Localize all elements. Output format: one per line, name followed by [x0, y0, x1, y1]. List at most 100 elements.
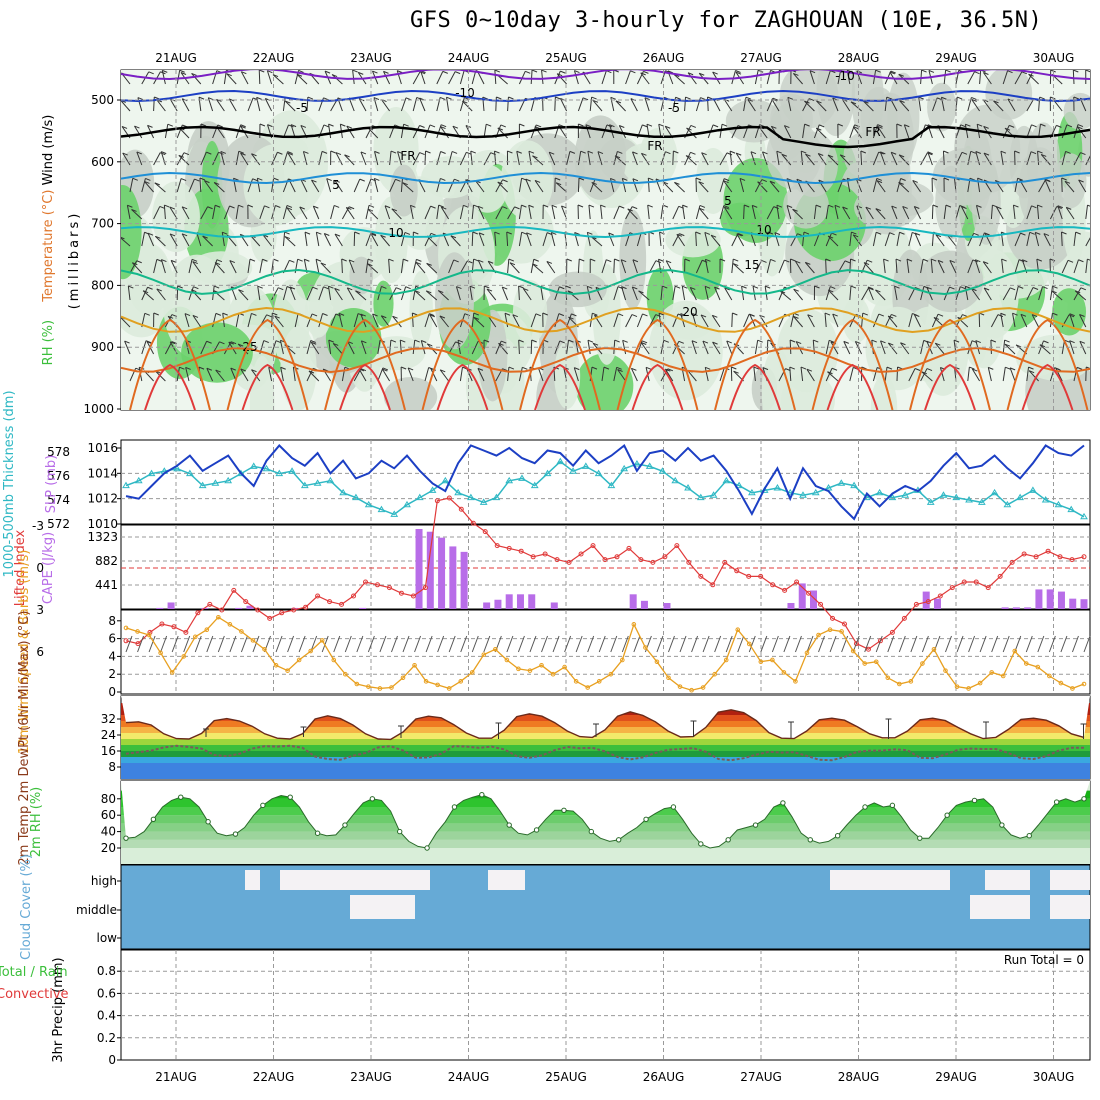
wind-barb-flag [587, 150, 594, 154]
wind-barb [920, 368, 928, 382]
chart-title: GFS 0~10day 3-hourly for ZAGHOUAN (10E, … [410, 8, 1043, 33]
thickness-point [377, 505, 386, 513]
wind-barb-flag [753, 366, 760, 370]
wind-barb [163, 205, 166, 220]
wind-barb [1002, 287, 1011, 301]
wind-barb [632, 151, 638, 166]
wind10-point [204, 627, 210, 633]
contour-label: FR [400, 149, 415, 163]
wind-barb-flag [970, 150, 976, 154]
wind-barb-flag [1064, 180, 1071, 184]
wind-barb [518, 178, 523, 193]
wind-barb [622, 340, 627, 355]
wind-barb [459, 205, 464, 220]
wind-barb [741, 286, 745, 301]
wind10-barb [794, 635, 802, 653]
wind-barb-flag [1013, 204, 1019, 208]
wind-barb-flag [370, 232, 377, 236]
wind-barb [367, 208, 379, 220]
wind-barb [898, 182, 910, 193]
rh-point [397, 828, 403, 835]
rh-point [314, 830, 321, 836]
wind-barb-flag [230, 367, 236, 371]
cape-bar [1001, 607, 1009, 609]
wind-barb [912, 180, 922, 193]
wind-barb [955, 205, 961, 220]
wind-barb-flag [508, 96, 514, 100]
wind-barb [279, 340, 284, 355]
wind-barb [327, 286, 332, 301]
wind-barb-flag [617, 313, 624, 317]
wind-barb [1051, 290, 1063, 301]
wind-barb [268, 367, 273, 382]
wind-barb-flag [1028, 366, 1034, 370]
wind-barb [685, 155, 697, 166]
wind-barb [1060, 231, 1063, 247]
wind-barb [271, 340, 277, 355]
cloud-high-block [860, 870, 950, 890]
wind-barb-flag [961, 206, 967, 209]
wind-barb-flag [945, 70, 951, 73]
wind-barb-flag [202, 235, 208, 239]
wind-barb-flag [943, 150, 949, 154]
wind-barb-flag [338, 312, 345, 316]
wind-barb-flag [280, 366, 286, 370]
wind-barb [1073, 259, 1079, 274]
wind10-point [527, 668, 533, 673]
wind-barb [949, 260, 957, 274]
cape-bar [1012, 607, 1020, 609]
wind-barb-flag [851, 231, 857, 235]
wind-barb-flag [324, 233, 330, 236]
temp-band [121, 751, 1090, 757]
wind10-point [873, 659, 879, 665]
wind-barb-flag [975, 340, 981, 343]
wind-barb-flag [307, 96, 314, 100]
lifted-point [818, 601, 824, 607]
wind-barb-flag [523, 287, 529, 291]
wind-barb-flag [397, 151, 403, 155]
wind-barb [839, 154, 851, 166]
wind-barb-flag [296, 73, 303, 77]
wind-barb [1012, 313, 1016, 328]
wind-barb [974, 259, 981, 274]
lifted-point [710, 582, 716, 588]
stability-series [123, 495, 1088, 652]
wind10-point [192, 634, 198, 640]
wind-barb [613, 367, 618, 382]
wind-barb-flag [514, 206, 520, 210]
wind-barb-flag [278, 287, 284, 291]
wind-barb [271, 152, 278, 166]
thickness-point [658, 467, 667, 474]
wind-barb [920, 152, 928, 166]
wind-barb-flag [228, 341, 234, 345]
wind-barb [518, 339, 520, 355]
wind-barb-flag [983, 261, 989, 265]
wind10-point [458, 679, 464, 684]
wind10-tick: 6 [108, 632, 116, 646]
thickness-point [824, 484, 833, 491]
wind-barb [1065, 207, 1075, 220]
wind-barb [802, 124, 806, 139]
wind-barb-flag [831, 367, 838, 371]
thickness-point [1003, 500, 1012, 508]
wind10-barb [945, 635, 952, 653]
wind10-barb [517, 635, 525, 653]
wind10-point [700, 685, 706, 690]
wind-barb-flag [1092, 152, 1097, 154]
wind-barb-flag [761, 259, 767, 263]
wind-barb-flag [355, 290, 361, 294]
wind-barb-flag [240, 152, 246, 156]
wind-barb [389, 179, 396, 193]
wind-barb-flag [889, 232, 895, 236]
wind-barb [142, 290, 154, 301]
cape-bar [629, 594, 637, 609]
wind10-point [573, 679, 579, 684]
date-label-top: 28AUG [838, 51, 880, 65]
wind-barb [662, 181, 674, 193]
wind10-barb [702, 635, 710, 653]
wind-barb [353, 313, 359, 328]
date-label-bottom: 22AUG [253, 1070, 295, 1084]
rh-point [1081, 796, 1087, 802]
wind-barb-flag [700, 97, 706, 101]
